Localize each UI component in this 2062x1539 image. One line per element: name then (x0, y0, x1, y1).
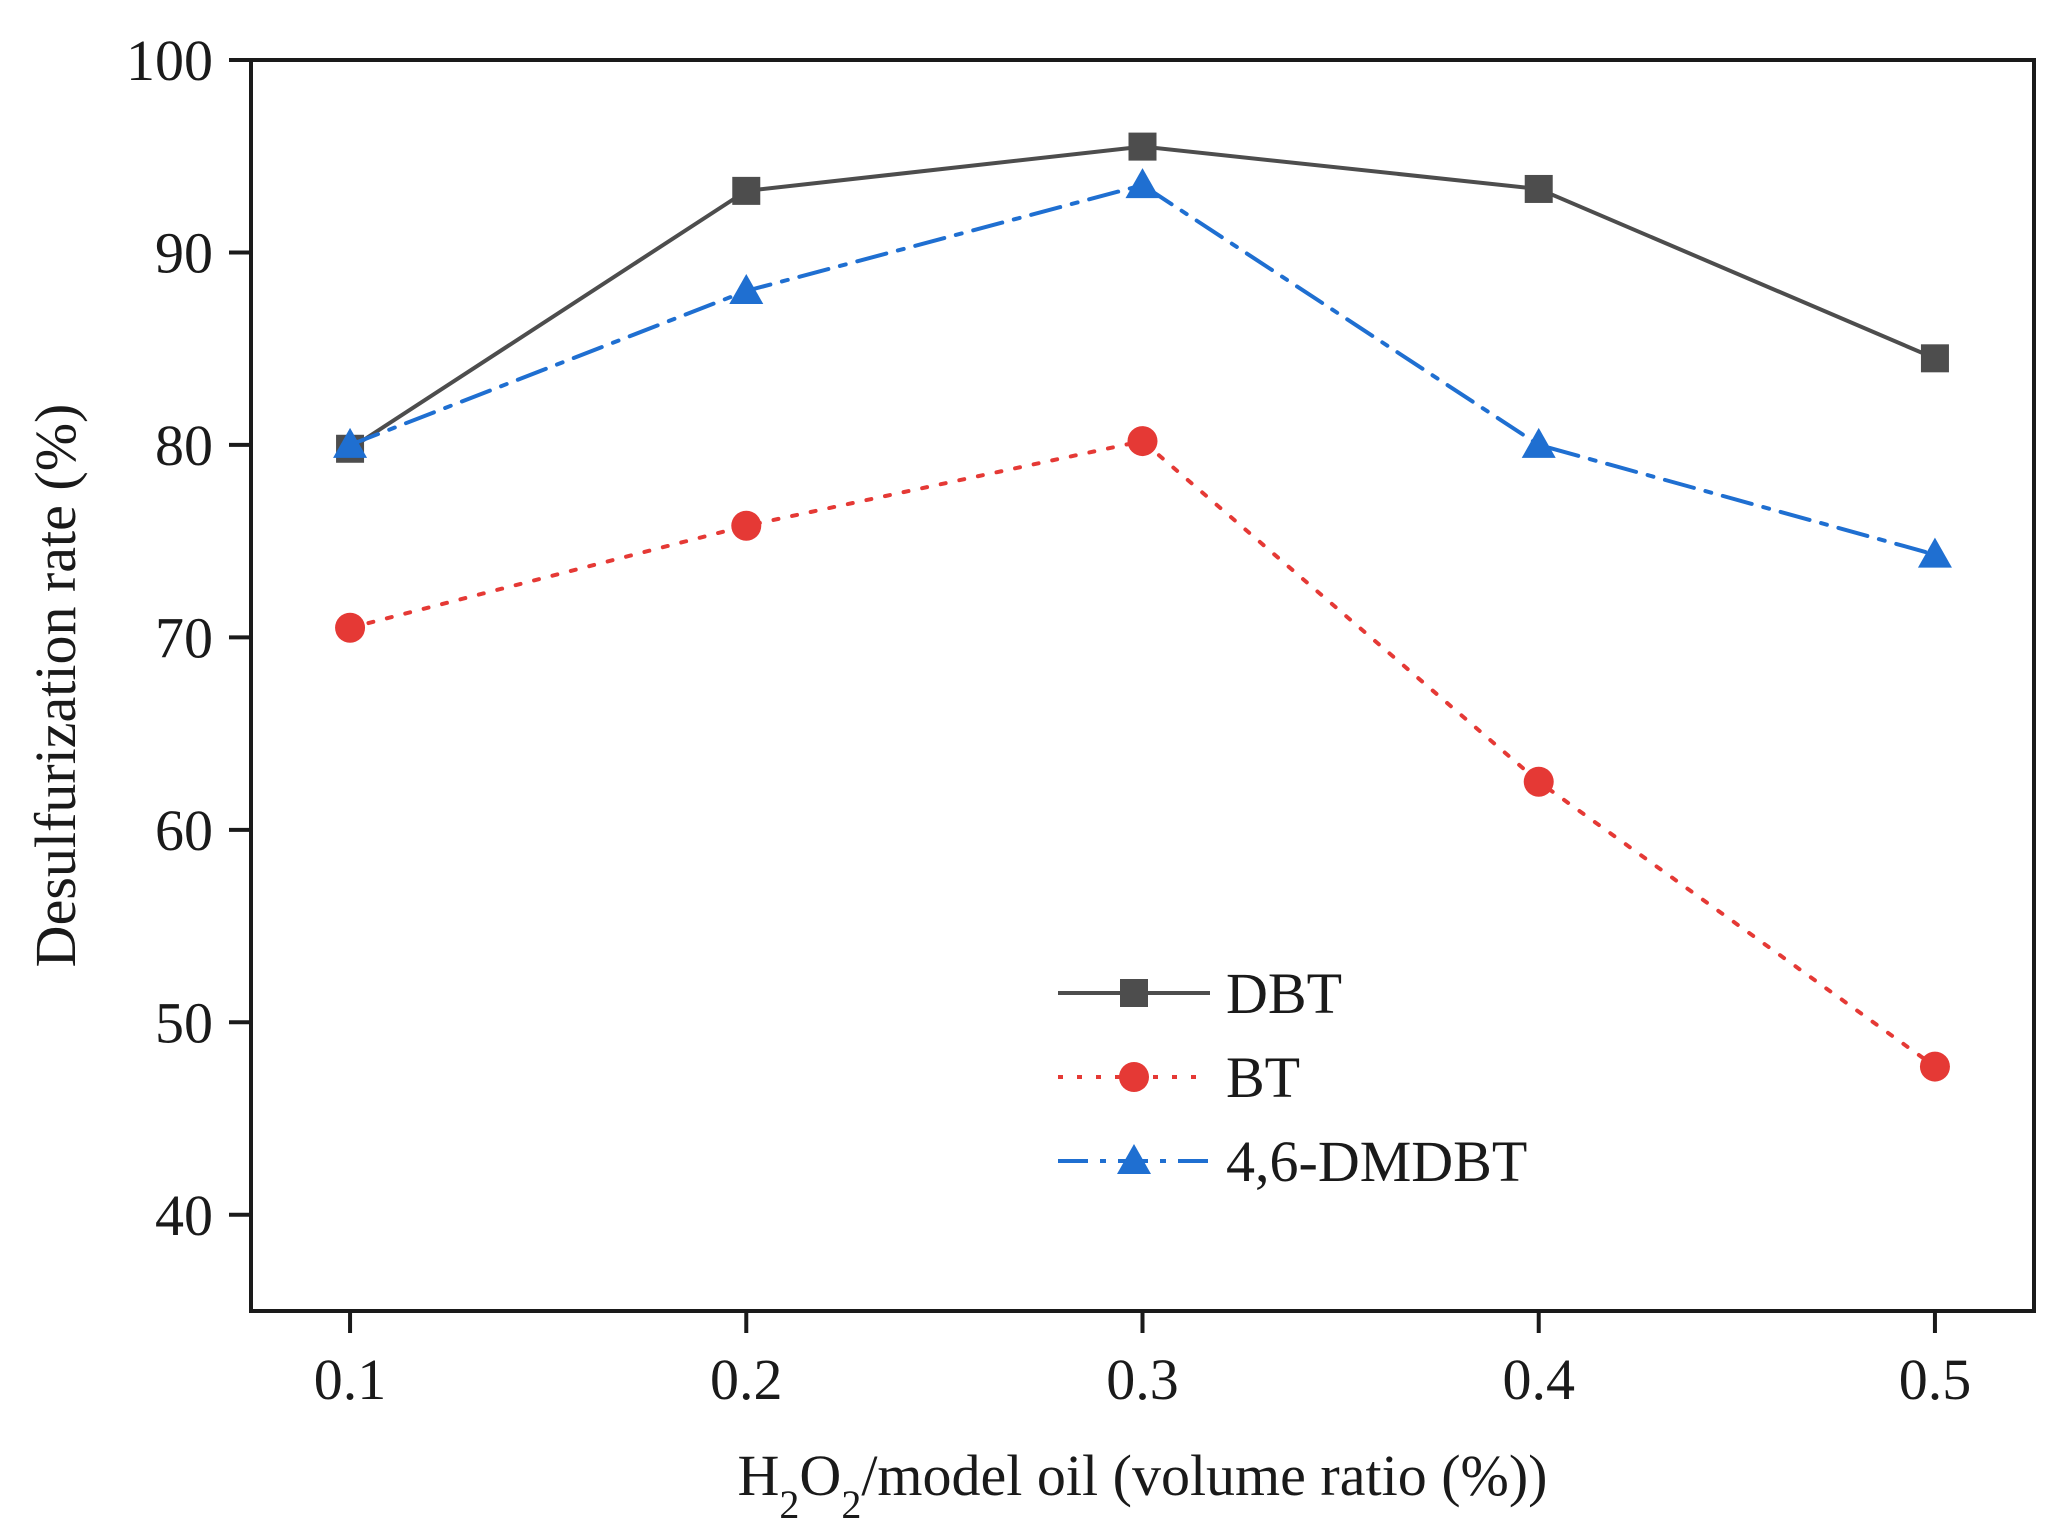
data-point (731, 510, 762, 541)
data-point (335, 612, 366, 643)
data-point (1127, 426, 1158, 457)
legend-label: BT (1226, 1045, 1300, 1110)
legend-marker (1120, 979, 1148, 1007)
y-tick-label: 100 (126, 28, 213, 93)
legend-marker (1117, 1144, 1151, 1174)
y-tick-label: 90 (155, 220, 213, 285)
series-4-6-dmdbt (333, 168, 1952, 568)
legend-label: DBT (1226, 961, 1342, 1026)
legend-item: DBT (1058, 961, 1342, 1026)
x-tick-label: 0.4 (1502, 1347, 1575, 1412)
x-axis-title-h: H (738, 1443, 780, 1508)
data-point (1524, 174, 1553, 203)
x-tick-label: 0.2 (710, 1347, 783, 1412)
data-point (1919, 1051, 1950, 1082)
x-axis-title-o: O (799, 1443, 841, 1508)
data-point (732, 176, 761, 205)
plot-frame (249, 58, 2036, 1313)
data-point (1125, 168, 1160, 199)
series-line (348, 183, 1937, 557)
series-bt (335, 426, 1950, 1082)
y-tick-label: 60 (155, 798, 213, 863)
series-layer (333, 132, 1952, 1082)
legend: DBT BT 4,6-DMDBT (1058, 961, 1527, 1194)
data-point (729, 273, 764, 304)
series-line (348, 439, 1937, 1069)
y-tick-label: 40 (155, 1183, 213, 1248)
legend-marker (1119, 1062, 1149, 1092)
x-tick-label: 0.3 (1106, 1347, 1179, 1412)
data-point (1917, 537, 1952, 568)
series-dbt (336, 132, 1949, 463)
x-axis-title-sub1: 2 (779, 1482, 799, 1527)
data-point (1920, 344, 1949, 373)
axes: 40 50 60 70 80 90 100 0.1 0.2 0.3 0.4 0.5 (126, 28, 1971, 1412)
x-tick-label: 0.5 (1899, 1347, 1972, 1412)
data-point (1128, 132, 1157, 161)
x-axis-title-sub2: 2 (841, 1482, 861, 1527)
data-point (1521, 427, 1556, 458)
legend-item: 4,6-DMDBT (1058, 1129, 1527, 1194)
y-tick-label: 50 (155, 990, 213, 1055)
y-tick-label: 70 (155, 605, 213, 670)
y-tick-label: 80 (155, 413, 213, 478)
y-axis-title: Desulfurization rate (%) (23, 404, 88, 968)
data-point (1523, 766, 1554, 797)
legend-label: 4,6-DMDBT (1226, 1129, 1527, 1194)
legend-item: BT (1058, 1045, 1300, 1110)
x-axis-title: H2O2/model oil (volume ratio (%)) (738, 1443, 1548, 1527)
x-axis-title-rest: /model oil (volume ratio (%)) (861, 1443, 1547, 1508)
x-tick-label: 0.1 (314, 1347, 387, 1412)
data-point (333, 427, 368, 458)
